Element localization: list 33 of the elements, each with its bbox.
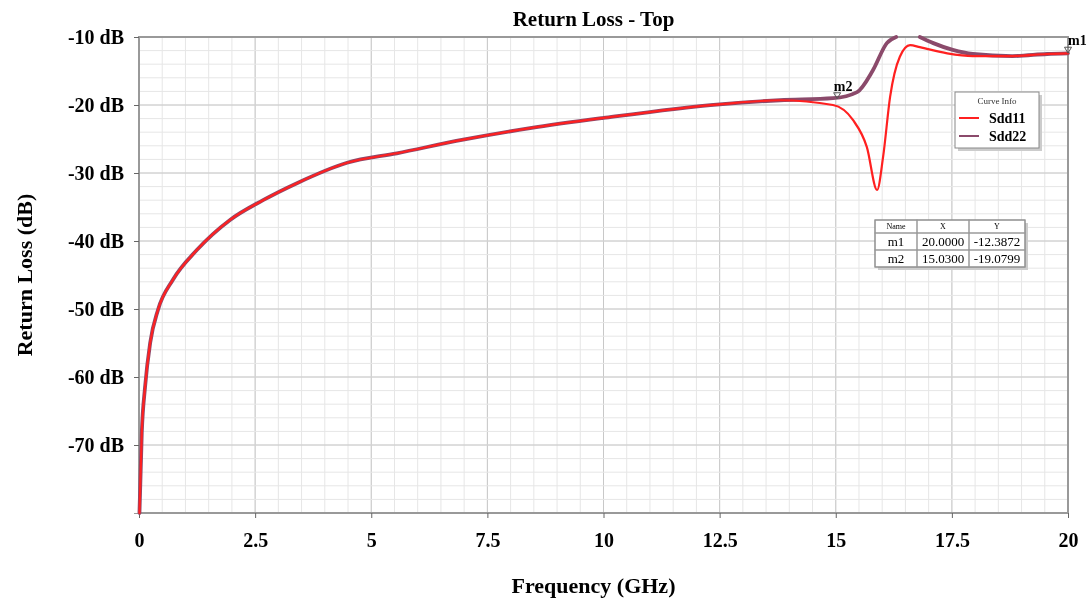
annotation: m2	[833, 78, 853, 94]
y-axis-title: Return Loss (dB)	[12, 193, 37, 357]
x-tick-label: 12.5	[702, 529, 738, 551]
annotation: m1	[887, 234, 905, 249]
annotation: m1	[1068, 33, 1087, 49]
annotation: -12.3872	[973, 234, 1021, 249]
y-tick-label: -50 dB	[67, 297, 124, 320]
y-tick-label: -20 dB	[67, 93, 124, 116]
y-tick-label: -60 dB	[67, 365, 124, 388]
x-tick-label: 2.5	[243, 529, 269, 551]
x-tick-label: 0	[134, 529, 145, 551]
x-tick-label: 10	[594, 529, 614, 551]
annotation: Y	[994, 222, 1001, 231]
x-tick-label: 5	[366, 529, 377, 551]
annotation: -19.0799	[973, 251, 1021, 266]
y-tick-label: -30 dB	[67, 161, 124, 184]
annotation: Name	[886, 222, 906, 231]
x-tick-label: 17.5	[934, 529, 970, 551]
annotation: 20.0000	[921, 234, 965, 249]
annotation: m2	[887, 251, 905, 266]
x-tick-label: 20	[1058, 529, 1079, 551]
x-axis-title: Frequency (GHz)	[511, 573, 676, 598]
legend-title: Curve Info	[977, 96, 1018, 106]
annotation: X	[940, 222, 947, 231]
y-tick-label: -40 dB	[67, 229, 124, 252]
chart-title: Return Loss - Top	[512, 7, 675, 31]
x-tick-label: 7.5	[475, 529, 501, 551]
x-tick-label: 15	[826, 529, 847, 551]
legend-label: Sdd22	[989, 129, 1027, 144]
y-tick-label: -10 dB	[67, 25, 124, 48]
annotation: 15.0300	[921, 251, 965, 266]
y-tick-label: -70 dB	[67, 433, 124, 456]
legend-label: Sdd11	[989, 111, 1026, 126]
